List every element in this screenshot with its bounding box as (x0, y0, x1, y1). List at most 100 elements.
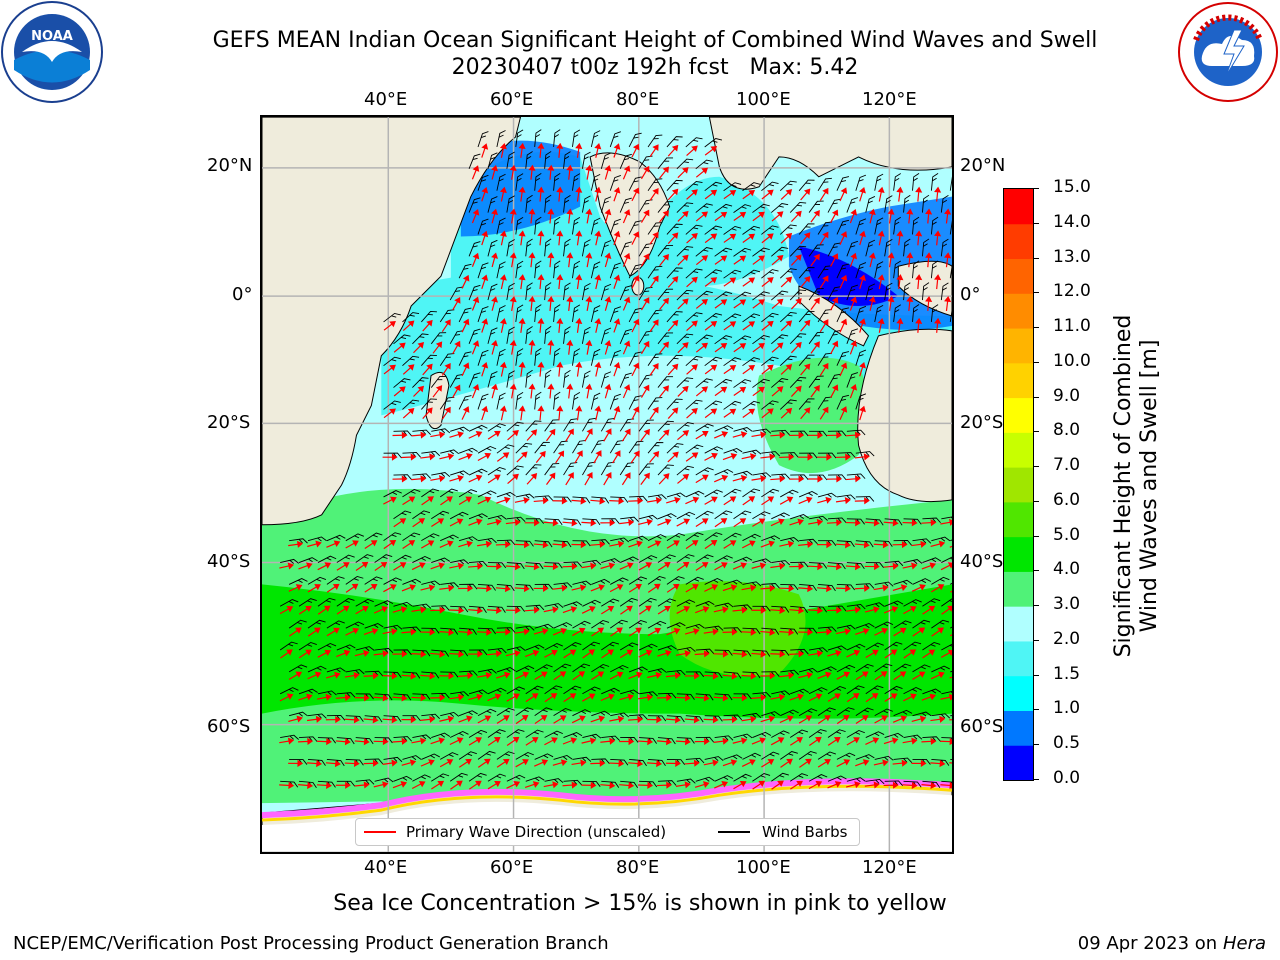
wave-direction-arrow (326, 627, 340, 637)
wave-direction-arrow (944, 252, 952, 268)
wave-direction-arrow (628, 584, 642, 593)
wind-barb (496, 392, 506, 410)
wave-direction-arrow (659, 166, 669, 179)
wind-barb (534, 216, 542, 235)
wave-direction-arrow (770, 737, 785, 746)
wave-direction-arrow (819, 406, 829, 420)
wind-barb (468, 197, 481, 213)
wind-barb (903, 559, 923, 564)
wind-barb (374, 554, 393, 563)
wave-direction-arrow (364, 584, 378, 593)
wave-direction-arrow (667, 232, 679, 244)
wind-barb (506, 686, 526, 695)
wave-direction-arrow (808, 475, 824, 483)
wind-barb (676, 599, 696, 607)
wave-direction-arrow (714, 518, 728, 528)
wind-barb (609, 218, 621, 235)
wave-direction-arrow (537, 361, 545, 377)
wave-direction-arrow (921, 519, 937, 527)
wind-barb (572, 663, 591, 673)
wind-barb (600, 417, 615, 432)
wind-barb (855, 451, 875, 457)
wind-barb (685, 180, 703, 192)
wave-direction-arrow (798, 628, 814, 636)
wind-barb (704, 489, 723, 498)
wave-direction-arrow (458, 584, 474, 592)
wave-direction-arrow (830, 253, 839, 267)
wind-barb (836, 351, 850, 366)
wind-barb (779, 311, 797, 323)
wave-direction-arrow (752, 211, 765, 222)
wave-direction-arrow (392, 781, 408, 789)
wind-barb (572, 709, 591, 717)
wave-direction-arrow (507, 429, 519, 441)
wind-barb (553, 129, 561, 147)
wind-barb (893, 260, 901, 279)
wave-direction-arrow (779, 584, 795, 593)
wind-barb (865, 731, 885, 738)
wave-direction-arrow (420, 715, 436, 723)
wave-direction-arrow (471, 384, 480, 399)
wave-direction-arrow (514, 628, 530, 636)
wave-direction-arrow (667, 363, 679, 376)
wave-direction-arrow (600, 693, 615, 702)
wave-direction-arrow (552, 497, 568, 505)
wave-direction-arrow (613, 405, 621, 421)
wave-direction-arrow (819, 319, 829, 333)
wave-direction-arrow (575, 405, 583, 421)
wind-barb (506, 729, 525, 738)
wave-direction-arrow (722, 628, 738, 636)
wind-barb (771, 290, 789, 301)
wind-barb (666, 669, 686, 676)
colorbar-tick-label: 11.0 (1053, 316, 1091, 337)
wave-direction-arrow (741, 672, 757, 680)
wave-direction-arrow (279, 781, 295, 789)
wind-barb (912, 664, 931, 673)
wave-direction-arrow (373, 694, 389, 702)
wind-barb (336, 554, 355, 563)
wind-barb (647, 309, 663, 323)
wave-direction-arrow (789, 650, 805, 658)
wave-direction-arrow (868, 252, 876, 268)
wind-barb (941, 597, 952, 607)
wave-direction-arrow (430, 431, 446, 439)
wind-barb (798, 223, 815, 235)
wave-direction-arrow (383, 540, 397, 550)
wind-barb (563, 779, 583, 786)
wave-direction-arrow (638, 562, 653, 571)
wave-direction-arrow (949, 716, 952, 724)
wave-direction-arrow (582, 693, 596, 702)
wind-barb (723, 357, 742, 367)
wave-direction-arrow (647, 497, 662, 505)
wind-barb (515, 348, 524, 366)
wave-direction-arrow (810, 253, 820, 267)
wave-direction-arrow (298, 693, 313, 701)
wave-direction-arrow (849, 340, 858, 355)
wind-barb (468, 328, 481, 344)
wave-direction-arrow (533, 541, 549, 549)
wind-barb (610, 577, 629, 585)
wind-barb (827, 373, 841, 388)
wind-barb (752, 335, 770, 345)
colorbar-tick-label: 6.0 (1053, 489, 1081, 510)
wind-barb (383, 490, 402, 498)
wave-direction-arrow (619, 649, 634, 659)
wave-direction-arrow (534, 715, 548, 725)
colorbar-tick-label: 14.0 (1053, 211, 1091, 232)
wind-barb (619, 241, 632, 257)
wave-direction-arrow (854, 541, 870, 549)
wave-direction-arrow (317, 605, 331, 615)
wind-barb (355, 779, 375, 785)
wave-direction-arrow (604, 296, 612, 311)
wind-barb (941, 737, 952, 744)
wind-barb (402, 452, 421, 458)
wind-barb (723, 579, 743, 585)
wind-barb (307, 713, 327, 719)
wave-direction-arrow (877, 317, 885, 333)
wind-barb (412, 377, 429, 388)
wind-barb (714, 247, 733, 257)
wind-barb (657, 780, 677, 786)
wind-barb (515, 260, 524, 279)
wave-direction-arrow (288, 715, 303, 723)
noaa-logo: NOAA (0, 0, 104, 104)
